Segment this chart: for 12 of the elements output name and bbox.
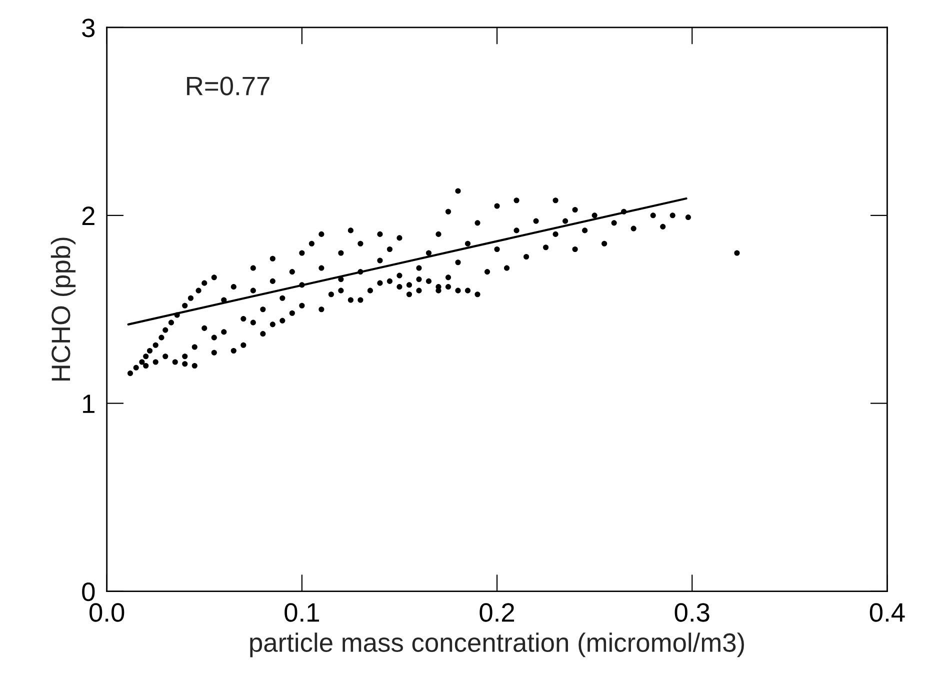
y-tick-label: 2	[82, 206, 94, 225]
y-tick-label: 3	[82, 18, 95, 38]
x-axis-title: particle mass concentration (micromol/m3)	[250, 632, 744, 658]
annotation: R=0.77	[187, 76, 270, 96]
x-tick-label: 0.0	[90, 603, 124, 622]
y-tick-label: 1	[83, 394, 94, 413]
y-axis-title: HCHO (ppb)	[50, 238, 76, 381]
x-tick-label: 0.2	[480, 603, 514, 622]
x-tick-label: 0.3	[674, 603, 710, 622]
x-tick-label: 0.4	[870, 603, 905, 622]
x-tick-label: 0.1	[284, 603, 319, 622]
y-tick-label: 0	[82, 582, 95, 602]
